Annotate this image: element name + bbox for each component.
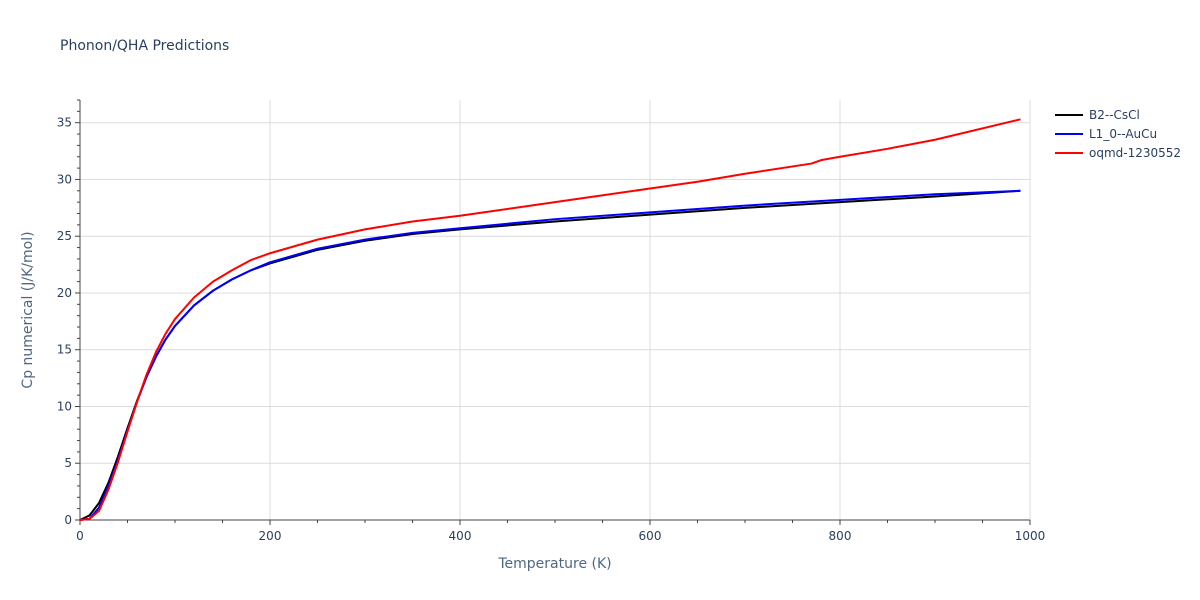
legend-label: L1_0--AuCu — [1089, 127, 1157, 141]
y-tick-label: 20 — [57, 286, 72, 300]
x-axis-label: Temperature (K) — [497, 556, 611, 572]
x-tick-label: 0 — [76, 529, 84, 543]
legend-item[interactable]: L1_0--AuCu — [1055, 127, 1157, 141]
series-line — [79, 189, 1021, 521]
legend-label: oqmd-1230552 — [1089, 146, 1181, 160]
series-line — [79, 189, 1021, 521]
y-tick-label: 35 — [57, 116, 72, 130]
x-tick-label: 800 — [829, 529, 852, 543]
y-tick-label: 30 — [57, 172, 72, 186]
y-tick-label: 0 — [64, 513, 72, 527]
axes-layer: 0 200 400 600 800 1000 0 5 10 15 20 25 30 35 — [57, 99, 1046, 543]
y-axis-label: Cp numerical (J/K/mol) — [20, 231, 36, 388]
legend-item[interactable]: oqmd-1230552 — [1055, 146, 1181, 160]
chart-title: Phonon/QHA Predictions — [60, 38, 229, 54]
legend-item[interactable]: B2--CsCl — [1055, 108, 1140, 122]
x-tick-label: 1000 — [1015, 529, 1046, 543]
y-tick-label: 10 — [57, 399, 72, 413]
y-tick-label: 5 — [64, 456, 72, 470]
y-tick-label: 25 — [57, 229, 72, 243]
series-line — [79, 118, 1021, 521]
legend[interactable]: B2--CsCl L1_0--AuCu oqmd-1230552 — [1055, 108, 1181, 160]
x-tick-label: 400 — [449, 529, 472, 543]
x-tick-label: 600 — [639, 529, 662, 543]
y-tick-label: 15 — [57, 343, 72, 357]
series-layer — [79, 118, 1021, 521]
x-tick-label: 200 — [259, 529, 282, 543]
legend-label: B2--CsCl — [1089, 108, 1140, 122]
grid-layer — [80, 100, 1031, 520]
